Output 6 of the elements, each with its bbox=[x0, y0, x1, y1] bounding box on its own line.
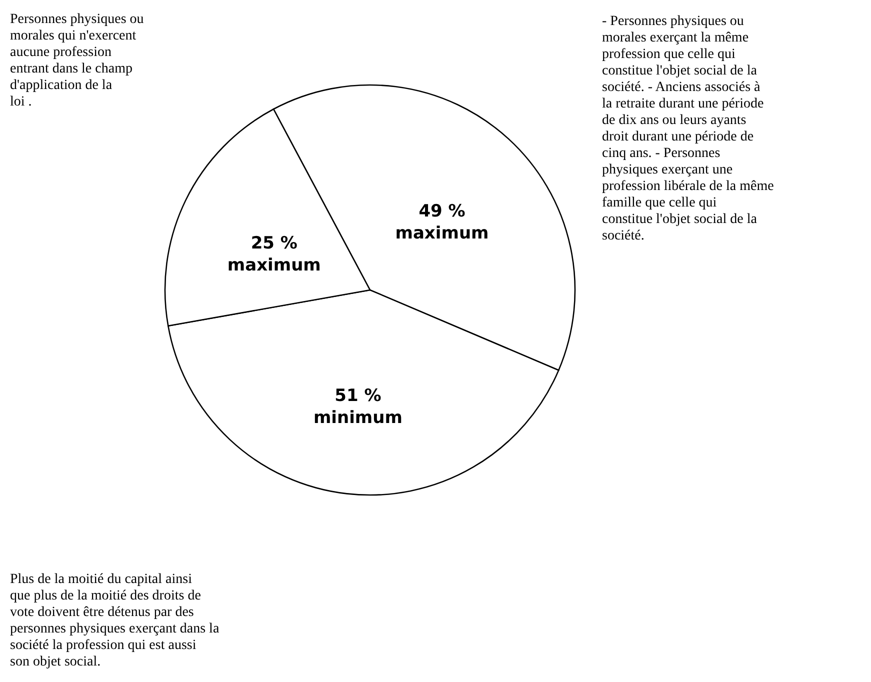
category-label: - Personnes physiques ou morales exerçant la même profession que celle qui constitue l'objet social de la société. - Anciens associés à la retraite durant une période de dix ans ou leurs ayants droit durant une période de cinq ans. - Personnes physiques exerçant une profession libérale de la même famille que celle qui constitue l'objet social de la société. bbox=[602, 14, 774, 244]
slice-label: Plus de la moitié du capital ainsi que plus de la moitié des droits de vote doivent être détenus par des personnes physiques exerçant dans la société la profession qui est aussi son objet social. bbox=[10, 572, 220, 670]
slice-label: Personnes physiques ou morales qui n'exercent aucune profession entrant dans le champ d'application de la loi . bbox=[10, 12, 144, 110]
data-label: 49 % maximum bbox=[395, 201, 489, 244]
data-label: 25 % maximum bbox=[227, 233, 321, 276]
data-label: 51 % minimum bbox=[313, 386, 402, 428]
